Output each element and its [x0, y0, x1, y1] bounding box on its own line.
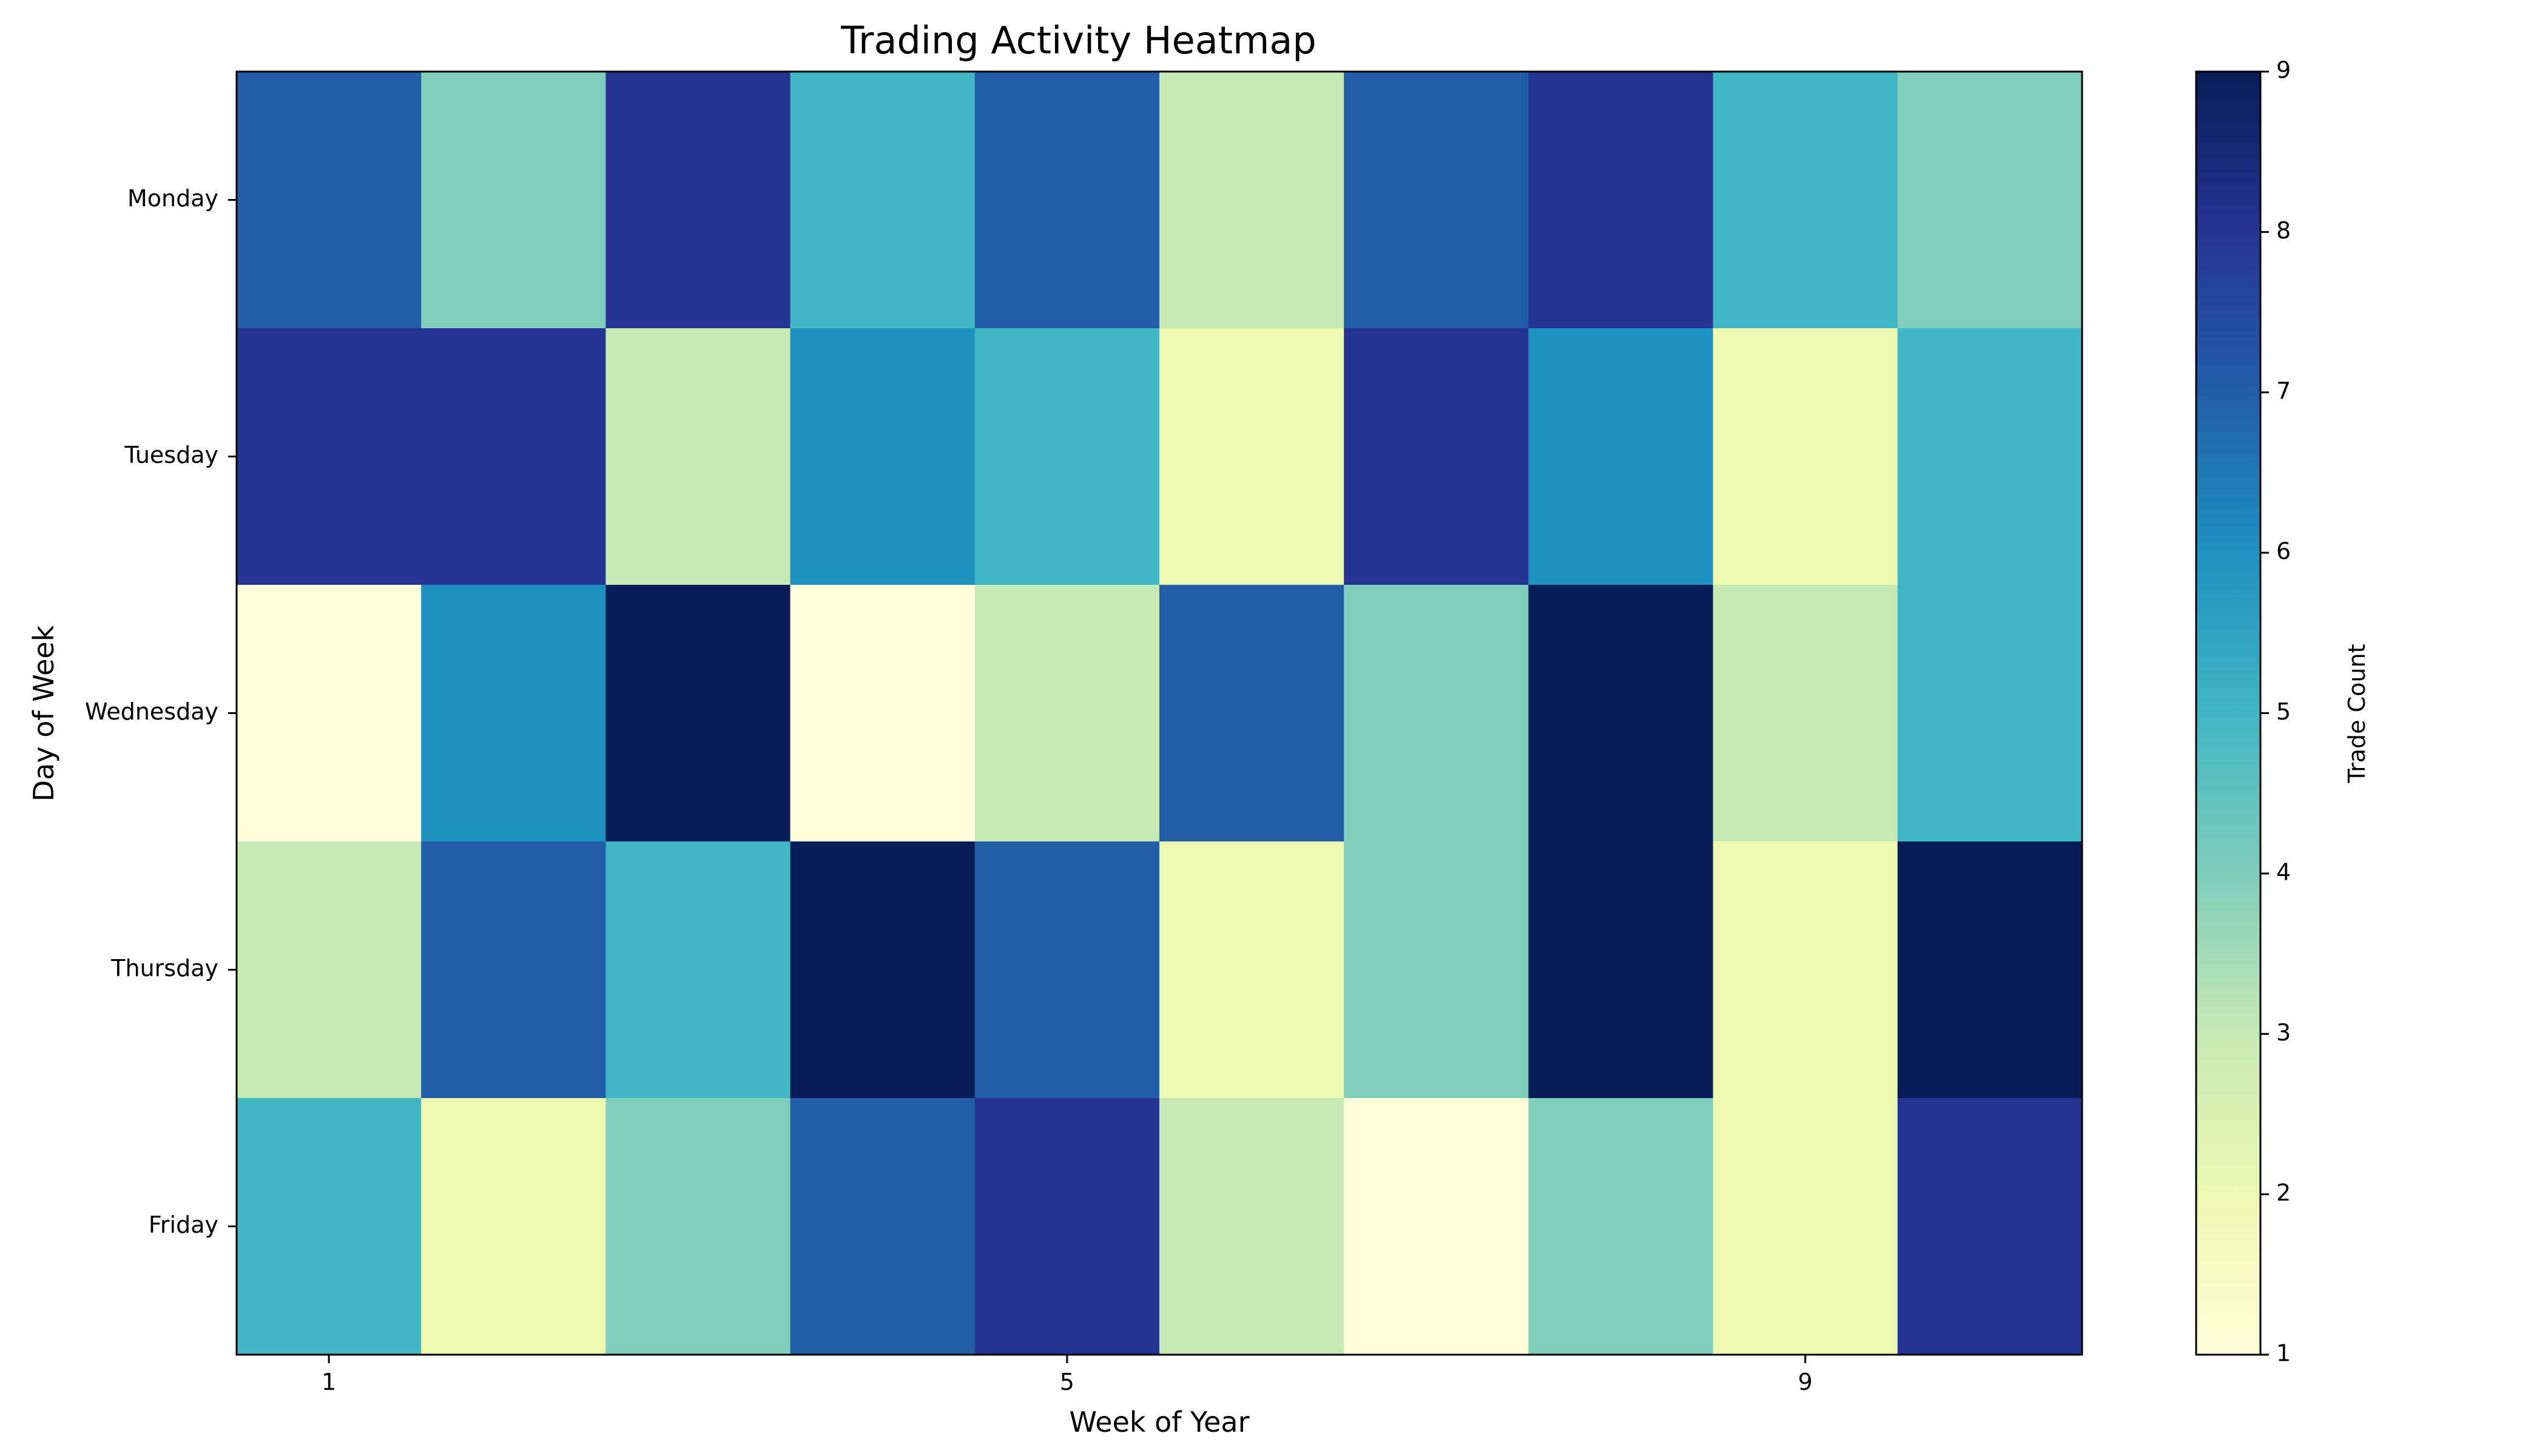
colorbar-tick-label: 1: [2276, 1340, 2291, 1367]
x-axis-label: Week of Year: [1069, 1406, 1249, 1438]
heatmap-cell-friday-week-2: [421, 1098, 606, 1355]
heatmap-cell-thursday-week-6: [1159, 841, 1344, 1099]
heatmap-cell-monday-week-3: [605, 72, 791, 329]
heatmap-cell-thursday-week-9: [1713, 841, 1898, 1099]
heatmap-cell-tuesday-week-7: [1344, 328, 1529, 585]
y-tick-label: Friday: [149, 1212, 218, 1238]
heatmap-cell-thursday-week-3: [605, 841, 791, 1099]
colorbar-ticks: 1 2 3 4 5 6 7 8 9: [2260, 57, 2291, 1367]
heatmap-cell-wednesday-week-6: [1159, 585, 1344, 842]
colorbar: 1 2 3 4 5 6 7 8 9 Trade Count: [2195, 57, 2370, 1367]
colorbar-tick-label: 6: [2276, 538, 2291, 565]
y-tick-label: Tuesday: [124, 442, 218, 468]
colorbar-gradient: [2195, 70, 2262, 1356]
y-axis-label: Day of Week: [27, 625, 60, 801]
heatmap-cell-tuesday-week-2: [421, 328, 606, 585]
colorbar-tick-label: 3: [2276, 1019, 2291, 1046]
heatmap-cell-wednesday-week-3: [605, 585, 791, 842]
heatmap-cell-wednesday-week-5: [974, 585, 1160, 842]
heatmap-cell-wednesday-week-1: [237, 585, 422, 842]
heatmap-cell-thursday-week-2: [421, 841, 606, 1099]
x-axis: 1 5 9: [322, 1355, 1813, 1395]
heatmap-cell-monday-week-7: [1344, 72, 1529, 329]
y-tick-label: Wednesday: [85, 698, 218, 725]
y-tick-label: Monday: [127, 185, 218, 212]
colorbar-tick-label: 9: [2276, 57, 2291, 84]
heatmap-cell-friday-week-10: [1897, 1098, 2083, 1355]
heatmap-cell-tuesday-week-4: [790, 328, 976, 585]
y-axis: Monday Tuesday Wednesday Thursday Friday: [85, 185, 237, 1238]
heatmap-cell-monday-week-10: [1897, 72, 2083, 329]
heatmap-cell-monday-week-5: [974, 72, 1160, 329]
heatmap-cell-friday-week-5: [974, 1098, 1160, 1355]
heatmap-cell-tuesday-week-5: [974, 328, 1160, 585]
heatmap-cell-monday-week-9: [1713, 72, 1898, 329]
heatmap-cell-tuesday-week-10: [1897, 328, 2083, 585]
colorbar-tick-label: 8: [2276, 217, 2291, 244]
heatmap-cell-wednesday-week-2: [421, 585, 606, 842]
colorbar-label: Trade Count: [2344, 644, 2370, 784]
x-tick-label: 9: [1798, 1369, 1813, 1395]
y-tick-label: Thursday: [110, 955, 218, 982]
x-tick-label: 5: [1060, 1369, 1074, 1395]
heatmap-cell-monday-week-6: [1159, 72, 1344, 329]
heatmap-cell-monday-week-8: [1528, 72, 1714, 329]
heatmap-cell-friday-week-3: [605, 1098, 791, 1355]
heatmap-cell-tuesday-week-9: [1713, 328, 1898, 585]
heatmap-cell-monday-week-1: [237, 72, 422, 329]
colorbar-tick-label: 7: [2276, 377, 2291, 404]
heatmap-cell-friday-week-1: [237, 1098, 422, 1355]
heatmap-cell-wednesday-week-8: [1528, 585, 1714, 842]
heatmap-cell-thursday-week-10: [1897, 841, 2083, 1099]
heatmap-cell-friday-week-4: [790, 1098, 976, 1355]
heatmap-cell-friday-week-8: [1528, 1098, 1714, 1355]
x-tick-label: 1: [322, 1369, 336, 1395]
chart-title: Trading Activity Heatmap: [840, 18, 1316, 62]
heatmap-cell-friday-week-9: [1713, 1098, 1898, 1355]
heatmap-cell-thursday-week-1: [237, 841, 422, 1099]
heatmap-cell-thursday-week-4: [790, 841, 976, 1099]
heatmap-cell-wednesday-week-10: [1897, 585, 2083, 842]
heatmap-cell-tuesday-week-6: [1159, 328, 1344, 585]
heatmap-cell-monday-week-4: [790, 72, 976, 329]
heatmap-cell-monday-week-2: [421, 72, 606, 329]
heatmap-cell-thursday-week-7: [1344, 841, 1529, 1099]
heatmap-cell-wednesday-week-9: [1713, 585, 1898, 842]
heatmap-cell-thursday-week-8: [1528, 841, 1714, 1099]
colorbar-tick-label: 4: [2276, 858, 2291, 885]
colorbar-tick-label: 2: [2276, 1179, 2291, 1206]
heatmap-cell-wednesday-week-7: [1344, 585, 1529, 842]
heatmap-cell-friday-week-6: [1159, 1098, 1344, 1355]
colorbar-tick-label: 5: [2276, 698, 2291, 725]
heatmap-cell-wednesday-week-4: [790, 585, 976, 842]
heatmap-cell-tuesday-week-8: [1528, 328, 1714, 585]
heatmap-cells: [237, 72, 2083, 1355]
heatmap-cell-friday-week-7: [1344, 1098, 1529, 1355]
heatmap-cell-tuesday-week-1: [237, 328, 422, 585]
heatmap-cell-tuesday-week-3: [605, 328, 791, 585]
heatmap-cell-thursday-week-5: [974, 841, 1160, 1099]
